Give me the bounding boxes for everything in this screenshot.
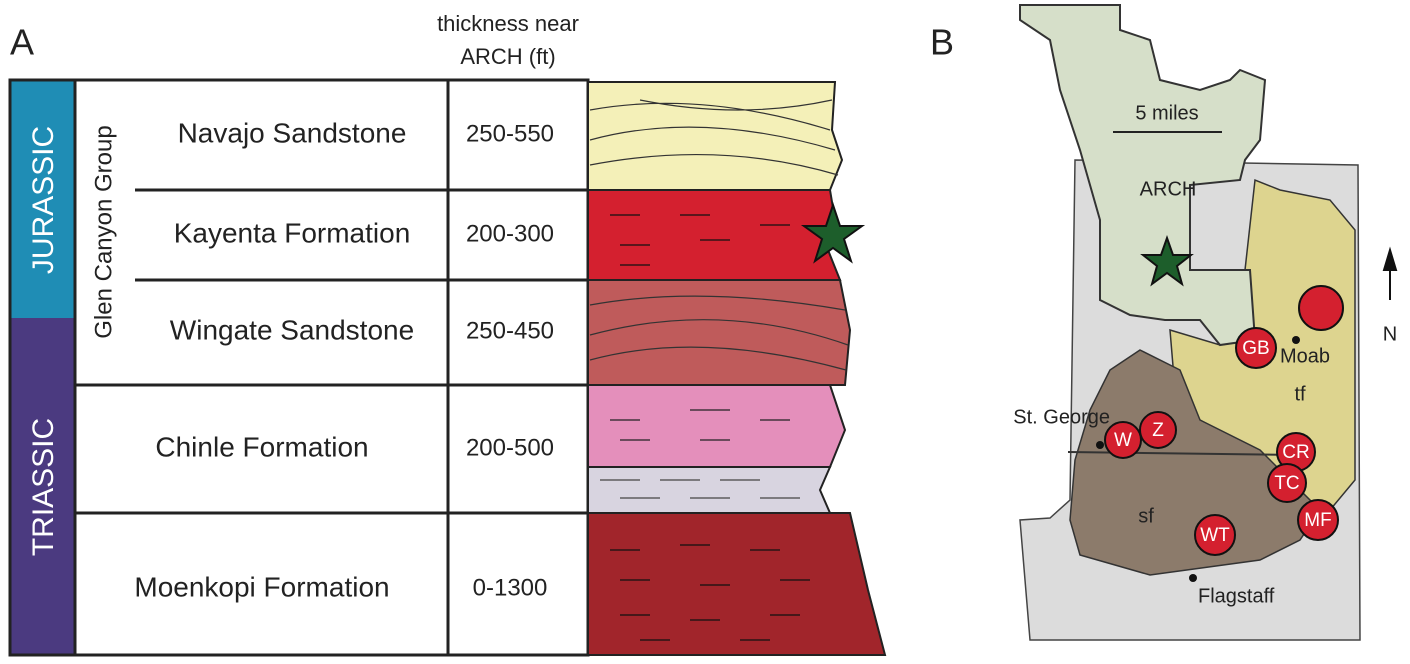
formation-name: Navajo Sandstone [178,117,407,148]
site-marker [1299,286,1343,330]
city-dot [1096,441,1104,449]
city-label: St. George [1013,406,1110,428]
group: Glen Canyon Group [90,125,117,338]
arch-boundary [1020,5,1265,345]
period: JURASSIC [27,126,60,274]
site-label: CR [1282,442,1309,463]
formation-name: Chinle Formation [155,431,368,462]
thickness: 250-550 [466,120,554,147]
formation-name: Kayenta Formation [174,217,411,248]
formation-name: Wingate Sandstone [170,314,414,345]
site-label: WT [1200,525,1230,546]
city-label: Moab [1280,345,1330,367]
region-label: sf [1138,505,1154,527]
park-label: ARCH [1140,178,1197,200]
site-label: MF [1304,510,1331,531]
header: ARCH (ft) [460,44,555,69]
site-label: W [1114,430,1132,451]
thickness: 250-450 [466,317,554,344]
city-dot [1292,336,1300,344]
region-label: tf [1294,383,1306,405]
city-label: Flagstaff [1198,585,1275,607]
north-label: N [1383,323,1397,345]
site-label: GB [1242,338,1269,359]
header: thickness near [437,11,579,36]
figure: A thickness near ARCH (ft) JURASSIC TRIA… [0,0,1410,659]
site-label: Z [1152,420,1164,441]
panel-label: A [10,22,34,63]
city-dot [1189,574,1197,582]
site-label: TC [1274,473,1299,494]
north-arrow [1384,250,1396,300]
formation-name: Moenkopi Formation [134,571,389,602]
panel-label: B [930,22,954,63]
thickness: 200-300 [466,220,554,247]
thickness: 200-500 [466,434,554,461]
scale-label: 5 miles [1135,102,1198,124]
thickness: 0-1300 [473,574,548,601]
period: TRIASSIC [27,418,60,556]
